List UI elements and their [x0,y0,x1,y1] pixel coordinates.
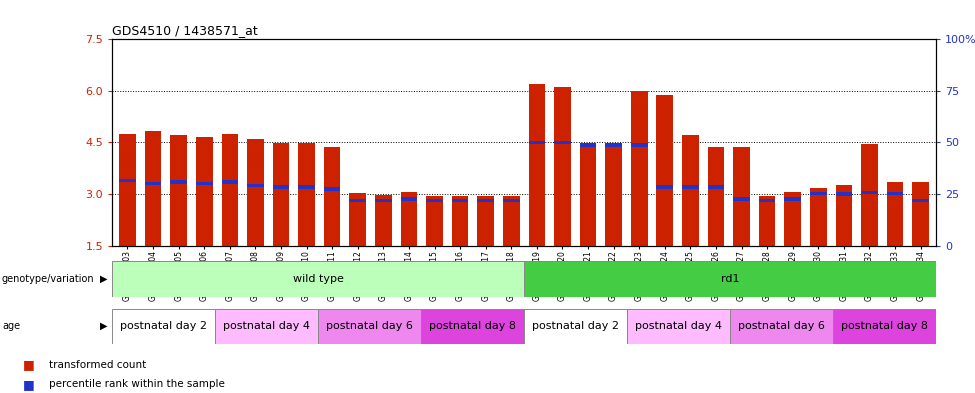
Bar [478,198,494,202]
Bar [273,185,290,189]
Bar [554,141,570,144]
Bar [298,185,315,189]
Text: rd1: rd1 [721,274,739,284]
Text: percentile rank within the sample: percentile rank within the sample [49,379,224,389]
Bar [833,309,936,344]
Bar [247,139,263,246]
Bar [196,182,213,185]
Bar [785,192,801,246]
Text: postnatal day 6: postnatal day 6 [327,321,413,331]
Bar [273,143,290,246]
Bar [503,198,520,202]
Bar [682,185,699,189]
Text: ■: ■ [23,378,35,391]
Text: GDS4510 / 1438571_at: GDS4510 / 1438571_at [112,24,257,37]
Text: wild type: wild type [292,274,343,284]
Bar [401,197,417,201]
Bar [215,309,318,344]
Bar [119,134,136,246]
Bar [836,185,852,246]
Bar [478,196,494,246]
Bar [605,144,622,246]
Text: postnatal day 6: postnatal day 6 [738,321,825,331]
Bar [913,182,929,246]
Bar [836,192,852,196]
Bar [112,261,525,297]
Bar [144,182,162,185]
Text: genotype/variation: genotype/variation [2,274,95,284]
Bar [656,185,673,189]
Bar [421,309,525,344]
Bar [349,198,366,202]
Bar [119,178,136,182]
Text: postnatal day 8: postnatal day 8 [841,321,928,331]
Bar [324,147,340,246]
Bar [196,137,213,246]
Bar [451,196,468,246]
Bar [426,198,443,202]
Bar [810,188,827,246]
Bar [554,87,570,246]
Bar [525,309,627,344]
Bar [324,187,340,191]
Bar [503,196,520,246]
Bar [580,143,597,147]
Bar [221,180,238,184]
Bar [112,309,215,344]
Bar [733,197,750,201]
Bar [708,185,724,189]
Bar [631,143,647,147]
Text: transformed count: transformed count [49,360,146,370]
Bar [375,198,392,202]
Bar [298,143,315,246]
Text: ▶: ▶ [99,274,107,284]
Bar [886,192,904,195]
Bar [401,192,417,246]
Bar [144,131,162,246]
Bar [631,91,647,246]
Text: postnatal day 2: postnatal day 2 [532,321,619,331]
Text: postnatal day 8: postnatal day 8 [429,321,516,331]
Bar [171,180,187,184]
Bar [528,84,545,246]
Bar [221,134,238,246]
Bar [627,309,730,344]
Bar [528,141,545,144]
Bar [886,182,904,246]
Bar [759,198,775,202]
Bar [318,309,421,344]
Text: postnatal day 2: postnatal day 2 [120,321,207,331]
Bar [656,95,673,246]
Bar [375,195,392,246]
Bar [349,193,366,246]
Bar [605,143,622,147]
Text: ■: ■ [23,358,35,371]
Text: postnatal day 4: postnatal day 4 [635,321,722,331]
Bar [682,135,699,246]
Bar [913,198,929,202]
Bar [451,198,468,202]
Bar [861,144,878,246]
Bar [426,196,443,246]
Bar [247,184,263,187]
Bar [580,143,597,246]
Text: ▶: ▶ [99,321,107,331]
Bar [759,196,775,246]
Bar [733,147,750,246]
Bar [525,261,936,297]
Bar [810,192,827,195]
Text: age: age [2,321,20,331]
Bar [861,191,878,194]
Text: postnatal day 4: postnatal day 4 [223,321,310,331]
Bar [785,197,801,201]
Bar [730,309,833,344]
Bar [171,135,187,246]
Bar [708,147,724,246]
